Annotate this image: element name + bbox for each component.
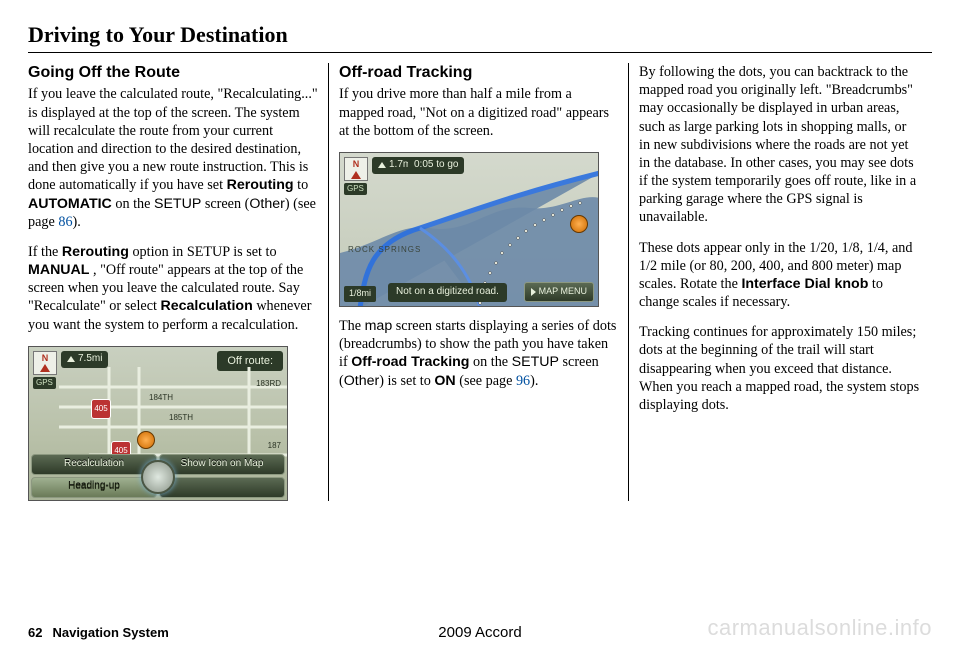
column-2: Off-road Tracking If you drive more than… — [328, 63, 628, 501]
term-other-2: Other — [344, 373, 379, 389]
road-label-184: 184TH — [149, 393, 173, 403]
term-rerouting: Rerouting — [227, 177, 294, 193]
column-3: By following the dots, you can backtrack… — [628, 63, 928, 501]
term-setup-2: SETUP — [512, 354, 559, 370]
heading-up-button[interactable]: Heading-up — [31, 477, 157, 498]
c2p2-g: ). — [530, 373, 538, 389]
interface-dial-icon[interactable] — [141, 460, 175, 494]
col3-para2: These dots appear only in the 1/20, 1/8,… — [639, 239, 920, 312]
road-label-183: 183RD — [256, 379, 281, 389]
road-label-187: 187 — [268, 441, 281, 451]
map-label-rocksprings: ROCK SPRINGS — [348, 245, 421, 255]
not-digitized-banner: Not on a digitized road. — [388, 283, 507, 302]
scale-badge: 1/8mi — [344, 286, 376, 302]
section-heading-offroad: Off-road Tracking — [339, 63, 620, 83]
term-other: Other — [249, 196, 284, 212]
term-on: ON — [434, 373, 455, 389]
term-map: map — [365, 318, 393, 334]
term-rerouting-2: Rerouting — [62, 244, 129, 260]
term-manual: MANUAL — [28, 262, 89, 278]
page-link-86[interactable]: 86 — [58, 214, 72, 230]
term-setup: SETUP — [154, 196, 201, 212]
triangle-right-icon — [531, 288, 536, 296]
col1-p2-text-b: option in SETUP is set to — [132, 244, 276, 260]
col1-para1: If you leave the calculated route, "Reca… — [28, 85, 320, 230]
watermark-text: carmanualsonline.info — [707, 615, 932, 641]
map-menu-button[interactable]: MAP MENU — [524, 282, 594, 302]
col1-para2: If the Rerouting option in SETUP is set … — [28, 243, 320, 334]
term-offroad-tracking: Off-road Tracking — [351, 354, 469, 370]
nav-screenshot-offroute: N GPS 7.5mi Off route: 184TH — [28, 346, 288, 501]
show-icon-button[interactable]: Show Icon on Map — [159, 454, 285, 475]
content-columns: Going Off the Route If you leave the cal… — [28, 63, 932, 501]
c2p2-a: The — [339, 318, 365, 334]
footer-section: Navigation System — [52, 625, 168, 640]
footer-left: 62 Navigation System — [28, 625, 169, 641]
page-number: 62 — [28, 625, 42, 640]
col1-p1-text-d: screen ( — [205, 196, 250, 212]
c2p2-f: (see page — [456, 373, 516, 389]
col3-para3: Tracking continues for approximately 150… — [639, 323, 920, 414]
page-title: Driving to Your Destination — [28, 22, 932, 48]
hwy-shield-icon: 405 — [91, 399, 111, 419]
col2-para1: If you drive more than half a mile from … — [339, 85, 620, 140]
col3-para1: By following the dots, you can backtrack… — [639, 63, 920, 227]
road-label-185: 185TH — [169, 413, 193, 423]
c2p2-c: on the — [469, 354, 511, 370]
col1-p1-text-b: to — [297, 177, 308, 193]
section-heading-going-off-route: Going Off the Route — [28, 63, 320, 83]
term-interface-dial-knob: Interface Dial knob — [741, 276, 868, 292]
manual-page: Driving to Your Destination Going Off th… — [0, 0, 960, 501]
c2p2-e: ) is set to — [379, 373, 434, 389]
col1-p2-text-a: If the — [28, 244, 62, 260]
footer-model: 2009 Accord — [438, 624, 521, 641]
map-menu-label: MAP MENU — [539, 286, 587, 298]
term-recalculation: Recalculation — [161, 298, 253, 314]
col1-p1-text-f: ). — [73, 214, 81, 230]
nav-screenshot-offroad: N GPS 1.7mi 0:05 to go — [339, 152, 599, 307]
vehicle-marker-icon-2 — [570, 215, 588, 233]
column-1: Going Off the Route If you leave the cal… — [28, 63, 328, 501]
title-rule — [28, 52, 932, 53]
page-link-96[interactable]: 96 — [516, 373, 530, 389]
term-automatic: AUTOMATIC — [28, 196, 112, 212]
col1-p1-text-c: on the — [115, 196, 154, 212]
empty-button[interactable] — [159, 477, 285, 498]
recalculation-button[interactable]: Recalculation — [31, 454, 157, 475]
vehicle-marker-icon — [137, 431, 155, 449]
col2-para2: The map screen starts displaying a serie… — [339, 317, 620, 390]
page-footer: 62 Navigation System 2009 Accord carmanua… — [28, 615, 932, 641]
